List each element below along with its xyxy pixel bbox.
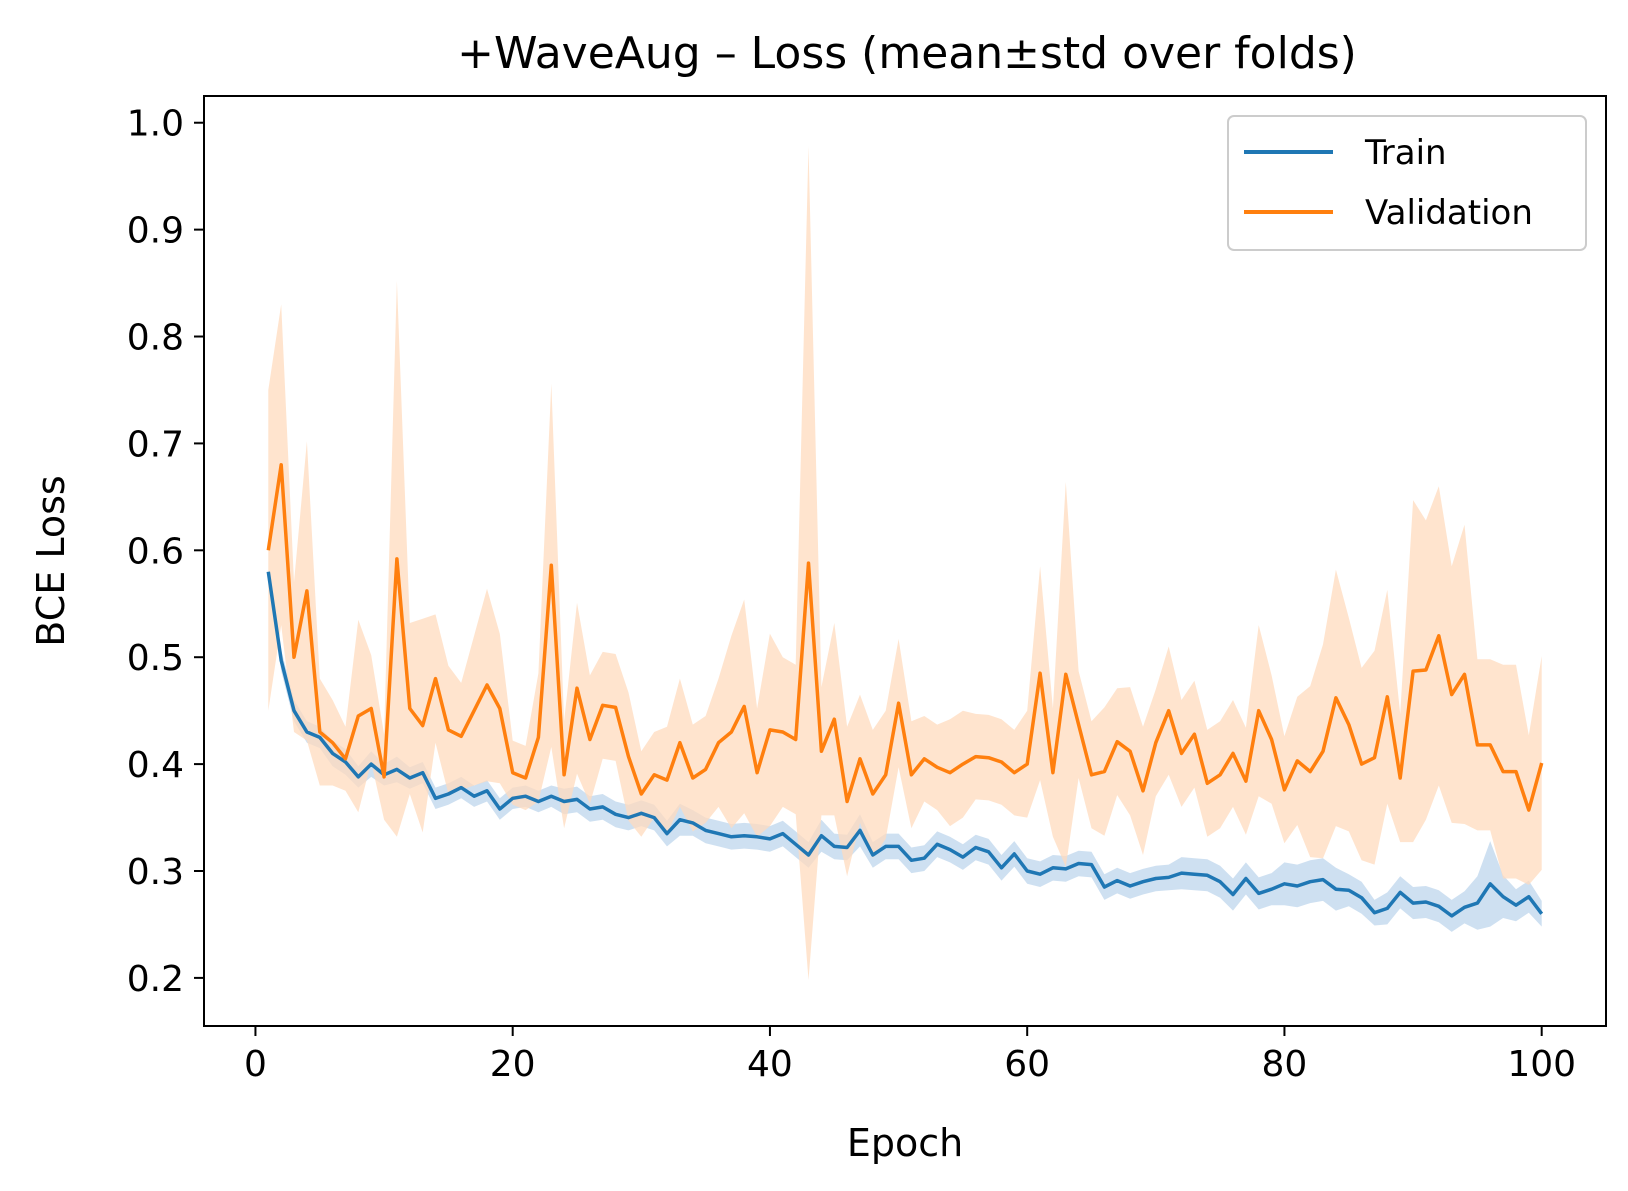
x-tick-label: 60 [1004, 1044, 1050, 1085]
legend: Train Validation [1227, 115, 1587, 251]
axes-frame [203, 95, 1607, 1027]
y-tick-label: 0.2 [127, 959, 184, 1000]
x-tick-label: 100 [1507, 1044, 1576, 1085]
x-tick-label: 80 [1262, 1044, 1308, 1085]
plot-area [203, 95, 1607, 1027]
series-line-train [266, 571, 1544, 918]
std-band-train [268, 571, 1542, 932]
y-tick-label: 0.4 [127, 745, 184, 786]
chart-title: +WaveAug – Loss (mean±std over folds) [457, 28, 1357, 79]
series-lines [266, 463, 1544, 918]
x-tick-label: 0 [244, 1044, 267, 1085]
y-tick-label: 0.8 [127, 318, 184, 359]
x-axis-label: Epoch [847, 1121, 963, 1165]
y-axis-label: BCE Loss [29, 475, 73, 646]
y-tick-label: 0.5 [127, 638, 184, 679]
y-axis-ticks: 0.2 0.3 0.4 0.5 0.6 0.7 0.8 0.9 1.0 [127, 104, 204, 1000]
y-tick-label: 0.6 [127, 531, 184, 572]
x-tick-label: 20 [490, 1044, 536, 1085]
y-tick-label: 0.3 [127, 852, 184, 893]
x-tick-label: 40 [747, 1044, 793, 1085]
series-line-validation [266, 463, 1544, 812]
y-tick-label: 1.0 [127, 104, 184, 145]
x-axis-ticks: 0 20 40 60 80 100 [244, 1026, 1576, 1085]
legend-box [1227, 115, 1587, 251]
y-tick-label: 0.7 [127, 424, 184, 465]
legend-train-label: Train [1364, 133, 1447, 173]
legend-validation-label: Validation [1365, 193, 1533, 233]
y-tick-label: 0.9 [127, 211, 184, 252]
